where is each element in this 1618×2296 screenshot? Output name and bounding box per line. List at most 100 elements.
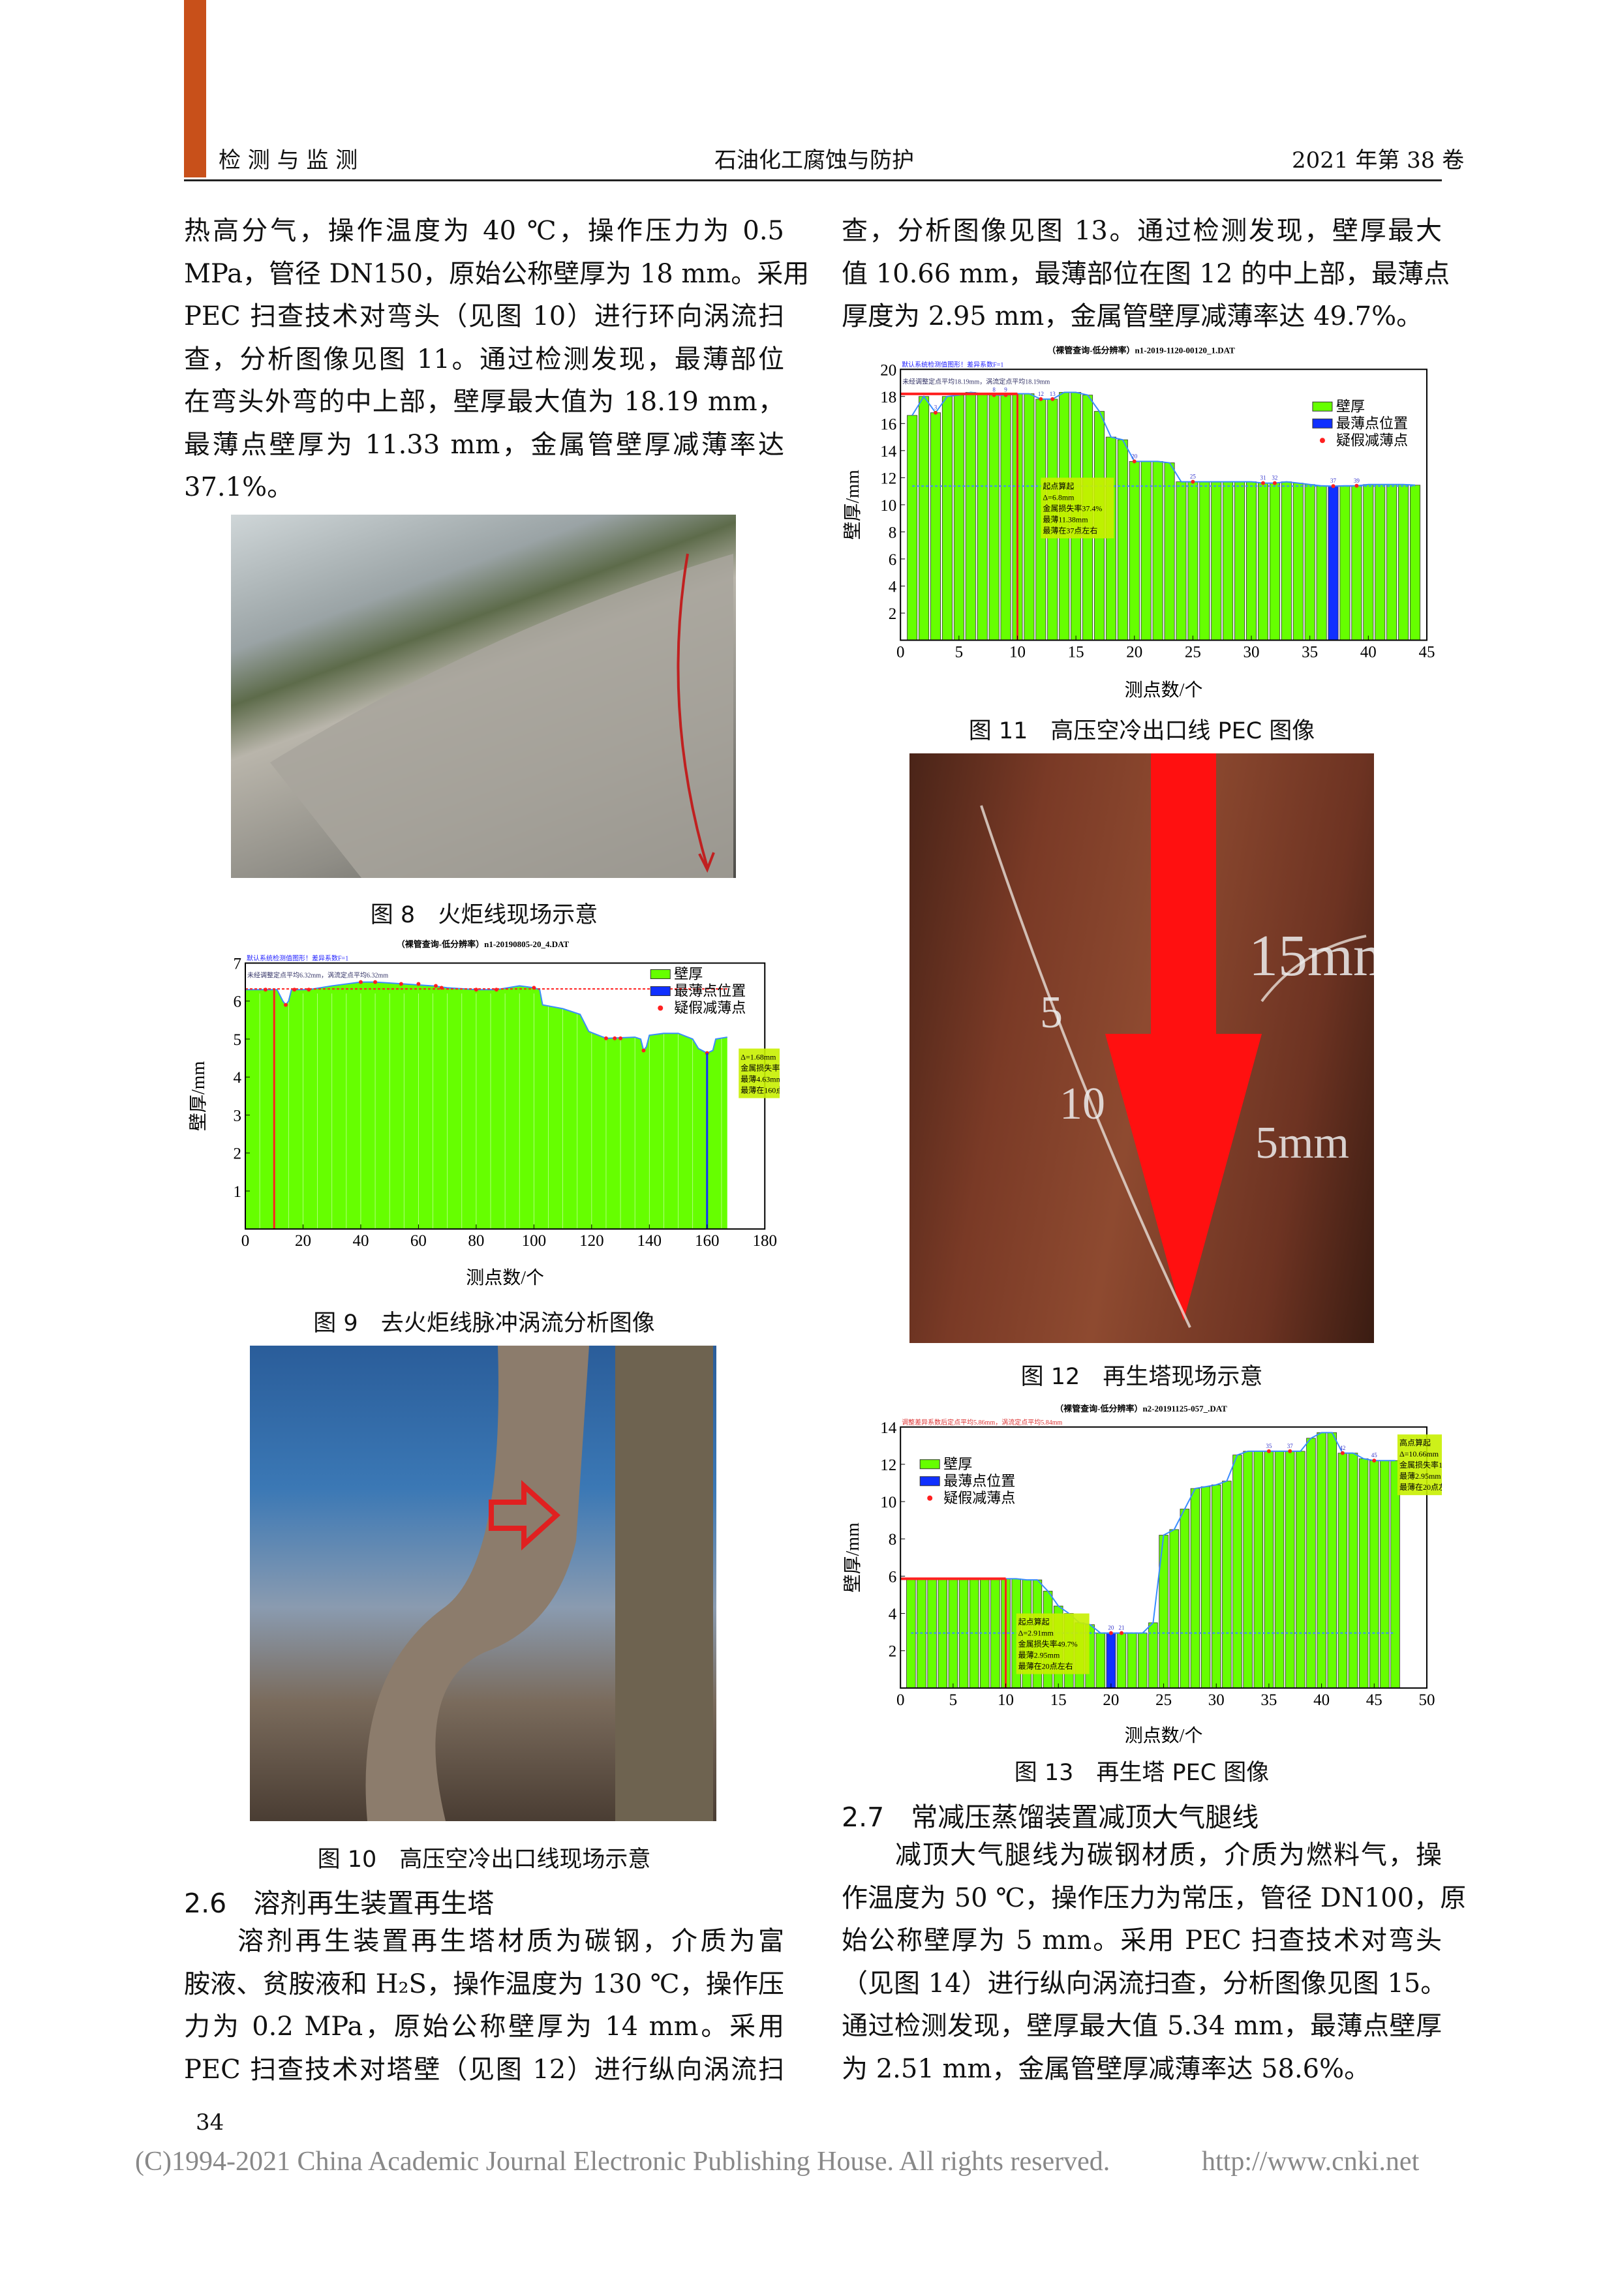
point-label: 31 [1260, 475, 1266, 481]
bar [1223, 481, 1234, 641]
svg-text:10: 10 [1060, 1079, 1105, 1129]
annotation-text: 金属损失率49.7% [1018, 1639, 1078, 1649]
x-tick-label: 5 [955, 644, 964, 661]
fig13-caption: 图 13 再生塔 PEC 图像 [1014, 1760, 1270, 1786]
x-tick-label: 20 [295, 1232, 311, 1250]
y-tick-label: 16 [880, 415, 896, 433]
annotation-text: 起点算起 [1018, 1617, 1050, 1627]
thickness-area [245, 982, 727, 1230]
y-tick-label: 2 [889, 1643, 897, 1661]
bar [1257, 483, 1268, 641]
suspect-point [1050, 397, 1055, 401]
y-axis-label: 壁厚/mm [842, 1522, 863, 1593]
header-rule [184, 179, 1442, 181]
suspect-point [1372, 1458, 1377, 1463]
annotation-text: 最薄在160点左右 [740, 1085, 780, 1095]
fig11-caption: 图 11 高压空冷出口线 PEC 图像 [968, 718, 1315, 744]
x-tick-label: 40 [1360, 644, 1377, 661]
suspect-point [641, 1048, 646, 1053]
text-line: 为 2.51 mm，金属管壁厚减薄率达 58.6%。 [842, 2053, 1371, 2084]
page-number: 34 [196, 2109, 224, 2136]
y-tick-label: 3 [234, 1107, 242, 1125]
x-tick-label: 5 [949, 1691, 958, 1709]
point-label: 21 [1119, 1625, 1125, 1631]
y-tick-label: 10 [880, 1494, 896, 1511]
text-line: 力为 0.2 MPa，原始公称壁厚为 14 mm。采用 [184, 2012, 784, 2042]
legend-label: 壁厚 [674, 966, 703, 982]
annotation-text: Δ=2.91mm [1018, 1629, 1054, 1638]
text-line: MPa，管径 DN150，原始公称壁厚为 18 mm。采用 [184, 258, 810, 289]
bar [1000, 395, 1011, 641]
y-tick-label: 6 [234, 993, 242, 1011]
suspect-point [373, 980, 378, 984]
suspect-point [283, 1003, 288, 1007]
chart-note-2: 未经调整定点平均18.19mm，涡流定点平均18.19mm [902, 377, 1050, 385]
point-label: 35 [1266, 1443, 1272, 1449]
bar [1117, 439, 1128, 641]
y-tick-label: 8 [889, 1531, 897, 1548]
text-line: 厚度为 2.95 mm，金属管壁厚减薄率达 49.7%。 [842, 301, 1423, 331]
x-tick-label: 15 [1050, 1691, 1067, 1709]
y-axis-label: 壁厚/mm [842, 470, 863, 540]
fig9-chart: （裸管查询-低分辨率）n1-20190805-20_4.DAT 默认系统检测值图形… [188, 939, 780, 1288]
fig12-photo-regenerator-tower: 15mm 5 10 5mm [909, 753, 1374, 1343]
legend-swatch [919, 1459, 940, 1470]
point-label: 13 [1050, 391, 1056, 397]
point-label: 12 [1038, 391, 1044, 397]
x-tick-label: 50 [1418, 1691, 1435, 1709]
bar [1317, 1432, 1326, 1689]
point-label: 9 [1004, 387, 1007, 393]
annotation-text: Δ=6.8mm [1043, 492, 1075, 502]
header-journal: 石油化工腐蚀与防护 [714, 147, 914, 174]
section-2-7-paragraph: 减顶大气腿线为碳钢材质，介质为燃料气，操 作温度为 50 ℃，操作压力为常压，管径… [842, 1834, 1466, 2091]
bar [1316, 485, 1327, 641]
x-tick-label: 40 [1313, 1691, 1330, 1709]
fig10-photo-air-cooler-outlet [250, 1346, 716, 1821]
bar [1211, 481, 1222, 641]
bar [1274, 1451, 1285, 1689]
point-label: 42 [1339, 1445, 1345, 1451]
chart-note-1: 调整差异系数后定点平均5.86mm，涡流定点平均5.84mm [902, 1418, 1062, 1427]
bar [1164, 462, 1175, 641]
chart-note-2: 未经调整定点平均6.32mm，涡流定点平均6.32mm [247, 971, 388, 980]
bar [1095, 1633, 1106, 1689]
svg-text:5mm: 5mm [1255, 1118, 1349, 1168]
x-tick-label: 30 [1208, 1691, 1225, 1709]
bar [1105, 436, 1116, 641]
chart-note-1: 默认系统检测值图形！差异系数F=1 [902, 360, 1003, 369]
x-tick-label: 20 [1103, 1691, 1119, 1709]
bar [906, 1578, 916, 1689]
x-tick-label: 0 [896, 1691, 905, 1709]
bar [1348, 1453, 1358, 1689]
header-issue: 2021 年第 38 卷 [1292, 147, 1465, 174]
cnki-url[interactable]: http://www.cnki.net [1202, 2147, 1420, 2177]
text-line: 37.1%。 [184, 472, 294, 502]
bar [1176, 481, 1187, 641]
bar [1246, 481, 1257, 641]
x-tick-label: 10 [1009, 644, 1026, 661]
fig8-photo-flare-line [231, 515, 736, 878]
text-line: PEC 扫查技术对塔壁（见图 12）进行纵向涡流扫 [184, 2054, 784, 2085]
annotation-text: 金属损失率181.9% [1399, 1460, 1442, 1470]
suspect-point [433, 984, 438, 988]
bar [1410, 485, 1421, 641]
y-tick-label: 18 [880, 389, 896, 406]
fig12-caption: 图 12 再生塔现场示意 [1020, 1364, 1263, 1390]
y-tick-label: 8 [889, 524, 897, 541]
annotation-text: 最薄在20点左右 [1018, 1661, 1073, 1671]
annotation-text: 最薄4.63mm [740, 1074, 780, 1084]
x-tick-label: 35 [1260, 1691, 1277, 1709]
point-label: 37 [1287, 1443, 1294, 1449]
point-label: 25 [1190, 474, 1197, 480]
x-tick-label: 160 [695, 1232, 720, 1250]
bar [1234, 481, 1245, 641]
bar [941, 396, 953, 641]
point-label: 8 [992, 387, 996, 393]
suspect-point [1331, 484, 1336, 489]
y-tick-label: 4 [889, 1606, 897, 1624]
point-label: 45 [1371, 1452, 1378, 1458]
suspect-point [1120, 1631, 1124, 1635]
bar [1380, 1460, 1390, 1689]
suspect-point [1132, 459, 1137, 464]
